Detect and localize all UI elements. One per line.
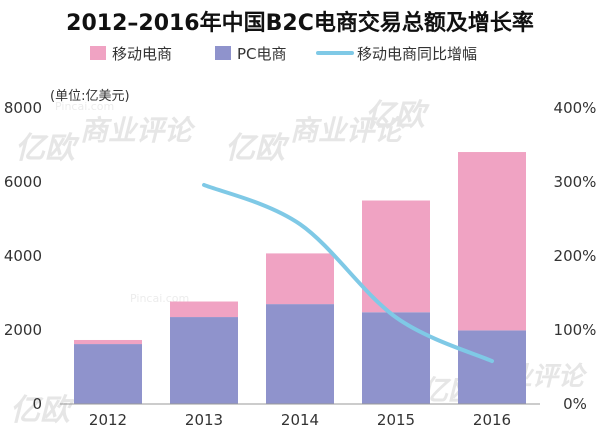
right-tick-label: 100% bbox=[554, 321, 597, 339]
left-tick-label: 8000 bbox=[4, 99, 42, 117]
left-tick-label: 4000 bbox=[4, 247, 42, 265]
right-tick-label: 200% bbox=[554, 247, 597, 265]
legend-swatch-mobile bbox=[90, 46, 106, 60]
x-tick-label-2014: 2014 bbox=[281, 411, 319, 429]
chart-title: 2012–2016年中国B2C电商交易总额及增长率 bbox=[66, 10, 534, 36]
bar-mobile-2016 bbox=[458, 152, 526, 331]
bar-pc-2016 bbox=[458, 330, 526, 404]
watermark-brand-2: 亿欧 bbox=[225, 131, 290, 166]
right-axis: 0% 100% 200% 300% 400% bbox=[554, 99, 597, 413]
bar-mobile-2012 bbox=[74, 339, 142, 345]
legend-swatch-pc bbox=[215, 46, 231, 60]
watermark-brand-4: 亿欧 bbox=[10, 393, 75, 428]
bars bbox=[74, 152, 526, 404]
bar-pc-2014 bbox=[266, 304, 334, 404]
legend-label-mobile: 移动电商 bbox=[112, 45, 172, 63]
bar-pc-2013 bbox=[170, 317, 238, 404]
bar-pc-2015 bbox=[362, 312, 430, 404]
x-tick-label-2013: 2013 bbox=[185, 411, 223, 429]
bar-mobile-2013 bbox=[170, 301, 238, 318]
watermark-site: Pincai.com bbox=[55, 100, 114, 113]
growth-line bbox=[202, 182, 494, 364]
legend-label-pc: PC电商 bbox=[237, 45, 287, 63]
unit-label: (单位:亿美元) bbox=[50, 89, 130, 104]
bar-mobile-2014 bbox=[266, 253, 334, 305]
right-tick-label: 300% bbox=[554, 173, 597, 191]
growth-line-series bbox=[202, 182, 494, 364]
left-tick-label: 6000 bbox=[4, 173, 42, 191]
right-tick-label: 0% bbox=[563, 395, 587, 413]
bar-pc-2012 bbox=[74, 344, 142, 404]
legend-label-growth: 移动电商同比增幅 bbox=[357, 45, 477, 63]
x-tick-label-2016: 2016 bbox=[473, 411, 511, 429]
x-tick-label-2015: 2015 bbox=[377, 411, 415, 429]
left-tick-label: 2000 bbox=[4, 321, 42, 339]
watermark-brand-3: 亿欧 bbox=[365, 98, 430, 133]
x-tick-label-2012: 2012 bbox=[89, 411, 127, 429]
watermark-text: 商业评论 bbox=[80, 114, 196, 147]
x-axis: 2012 2013 2014 2015 2016 bbox=[89, 411, 511, 429]
left-axis: 0 2000 4000 6000 8000 bbox=[4, 99, 42, 413]
right-tick-label: 400% bbox=[554, 99, 597, 117]
watermark-brand: 亿欧 bbox=[15, 131, 80, 166]
left-tick-label: 0 bbox=[32, 395, 42, 413]
legend: 移动电商 PC电商 移动电商同比增幅 bbox=[90, 45, 477, 63]
bar-mobile-2015 bbox=[362, 200, 430, 313]
watermark-text-2: 商业评论 bbox=[290, 114, 406, 147]
